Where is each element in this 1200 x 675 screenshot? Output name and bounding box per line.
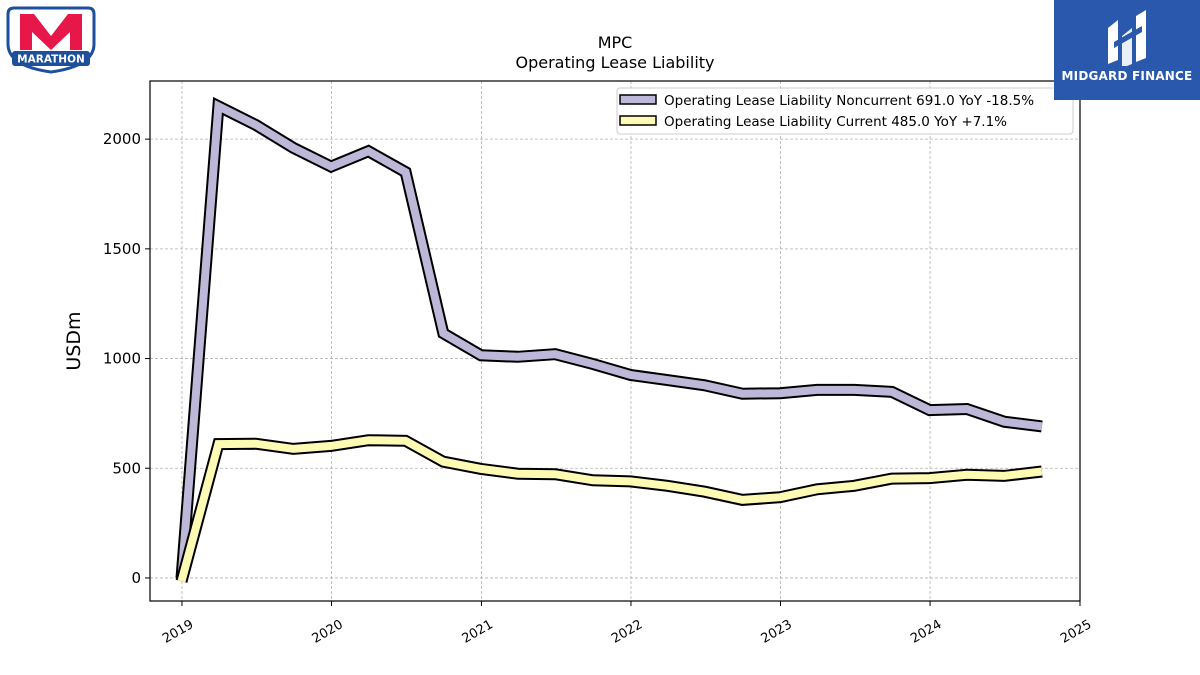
legend: Operating Lease Liability Noncurrent 691… <box>616 87 1074 135</box>
legend-swatch-noncurrent <box>619 94 657 105</box>
y-tick-label: 500 <box>112 459 141 477</box>
marathon-logo-text: MARATHON <box>17 54 85 66</box>
midgard-finance-logo: MIDGARD FINANCE <box>1054 0 1200 100</box>
x-tick-label: 2024 <box>908 617 944 647</box>
grid <box>150 81 1081 601</box>
series-line-current <box>177 436 1043 583</box>
x-tick-label: 2019 <box>160 617 196 647</box>
marathon-logo: MARATHON <box>4 4 98 76</box>
plot-frame <box>149 80 1081 602</box>
marathon-logo-icon: MARATHON <box>6 6 96 74</box>
series-line-outline-current <box>175 434 1043 583</box>
x-tick-label: 2021 <box>460 617 496 647</box>
y-tick-label: 1000 <box>103 350 141 368</box>
midgard-logo-icon <box>1108 10 1146 66</box>
y-tick-label: 0 <box>131 569 141 587</box>
legend-box <box>616 87 1074 135</box>
axis-ticks: 0 500 1000 1500 2000 2019 2020 2021 2022 2023 2024… <box>103 130 1095 647</box>
chart-subtitle: Operating Lease Liability <box>515 53 714 72</box>
y-axis-label: USDm <box>63 311 85 370</box>
x-tick-label: 2025 <box>1058 617 1094 647</box>
y-tick-label: 1500 <box>103 240 141 258</box>
chart-title: MPC <box>598 33 633 52</box>
legend-swatch-current <box>619 115 657 126</box>
x-tick-label: 2022 <box>609 617 645 647</box>
legend-label-current: Operating Lease Liability Current 485.0 … <box>664 114 1007 130</box>
series-line-noncurrent <box>177 99 1043 579</box>
x-tick-label: 2020 <box>310 617 346 647</box>
series-line-outline-noncurrent <box>175 96 1043 579</box>
y-tick-label: 2000 <box>103 130 141 148</box>
midgard-logo-text: MIDGARD FINANCE <box>1061 69 1193 83</box>
legend-label-noncurrent: Operating Lease Liability Noncurrent 691… <box>664 93 1034 109</box>
x-tick-label: 2023 <box>759 617 795 647</box>
series-lines <box>175 96 1043 583</box>
